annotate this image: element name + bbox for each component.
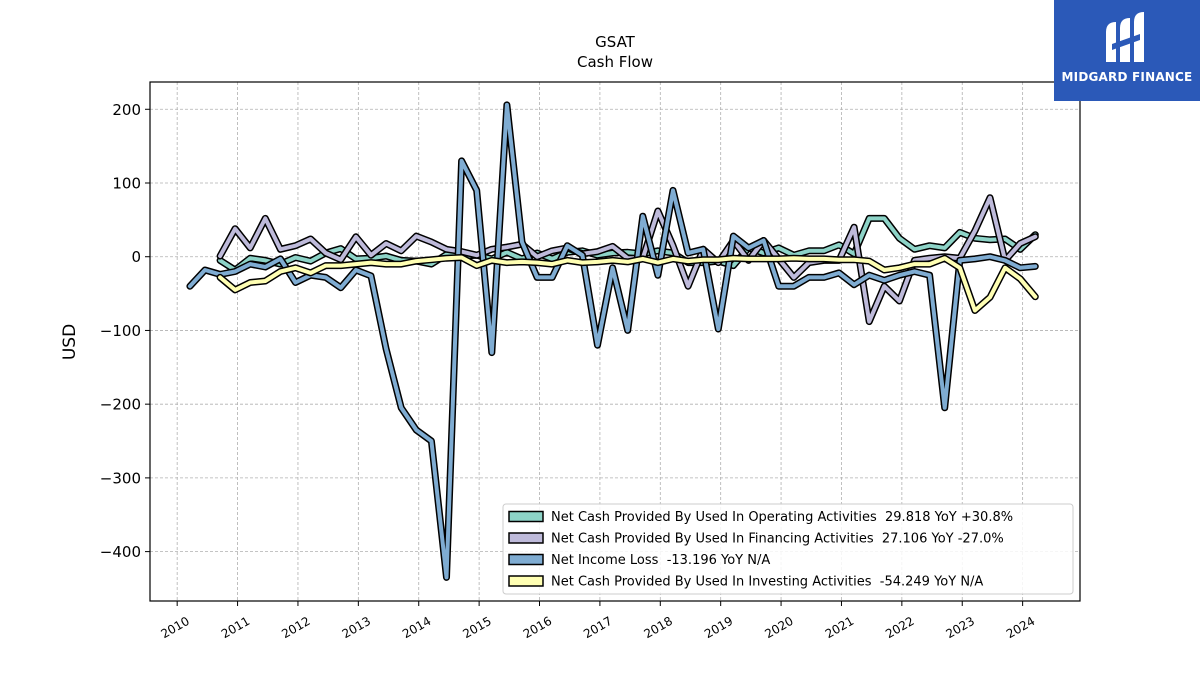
x-tick-label: 2024 <box>1004 614 1037 641</box>
y-tick-label: 200 <box>112 101 141 119</box>
x-tick-label: 2011 <box>219 614 252 641</box>
x-tick-label: 2015 <box>460 614 493 641</box>
x-tick-label: 2018 <box>642 614 675 641</box>
y-tick-label: 0 <box>131 248 141 266</box>
x-tick-label: 2021 <box>823 614 856 641</box>
y-tick-label: −300 <box>100 469 141 487</box>
logo-text: MIDGARD FINANCE <box>1061 70 1193 84</box>
series-line <box>218 216 1038 272</box>
legend-label: Net Income Loss -13.196 YoY N/A <box>551 553 770 568</box>
x-tick-label: 2012 <box>279 614 312 641</box>
y-tick-label: −200 <box>100 396 141 414</box>
x-tick-label: 2016 <box>521 614 554 641</box>
y-tick-label: −100 <box>100 322 141 340</box>
x-tick-label: 2019 <box>702 614 735 641</box>
x-tick-label: 2017 <box>581 614 614 641</box>
series-line <box>218 195 1038 324</box>
legend-label: Net Cash Provided By Used In Investing A… <box>551 575 983 590</box>
midgard-logo-icon <box>1106 12 1144 62</box>
legend-label: Net Cash Provided By Used In Operating A… <box>551 510 1013 525</box>
legend: Net Cash Provided By Used In Operating A… <box>502 503 1074 595</box>
series-line <box>218 255 1038 313</box>
y-tick-label: 100 <box>112 174 141 192</box>
x-tick-label: 2020 <box>762 614 795 641</box>
series-4 <box>216 254 1039 314</box>
series-3 <box>186 101 1039 581</box>
x-tick-label: 2013 <box>340 614 373 641</box>
legend-label: Net Cash Provided By Used In Financing A… <box>551 532 1004 547</box>
series-line <box>187 102 1038 580</box>
chart-title: GSAT <box>595 33 636 51</box>
legend-box <box>502 503 1074 595</box>
series-1 <box>216 214 1039 274</box>
legend-swatch <box>508 510 544 523</box>
x-tick-label: 2010 <box>158 614 191 641</box>
plot-frame <box>149 81 1081 602</box>
x-tick-label: 2023 <box>944 614 977 641</box>
x-tick-label: 2022 <box>883 614 916 641</box>
x-tick-label: 2014 <box>400 614 433 641</box>
series-2 <box>216 194 1039 326</box>
midgard-finance-logo: MIDGARD FINANCE <box>1054 0 1200 101</box>
y-tick-label: −400 <box>100 543 141 561</box>
legend-swatch <box>508 575 544 587</box>
legend-swatch <box>508 532 544 544</box>
chart-subtitle: Cash Flow <box>577 53 653 71</box>
legend-swatch <box>508 553 544 566</box>
y-axis-label: USD <box>60 324 80 360</box>
